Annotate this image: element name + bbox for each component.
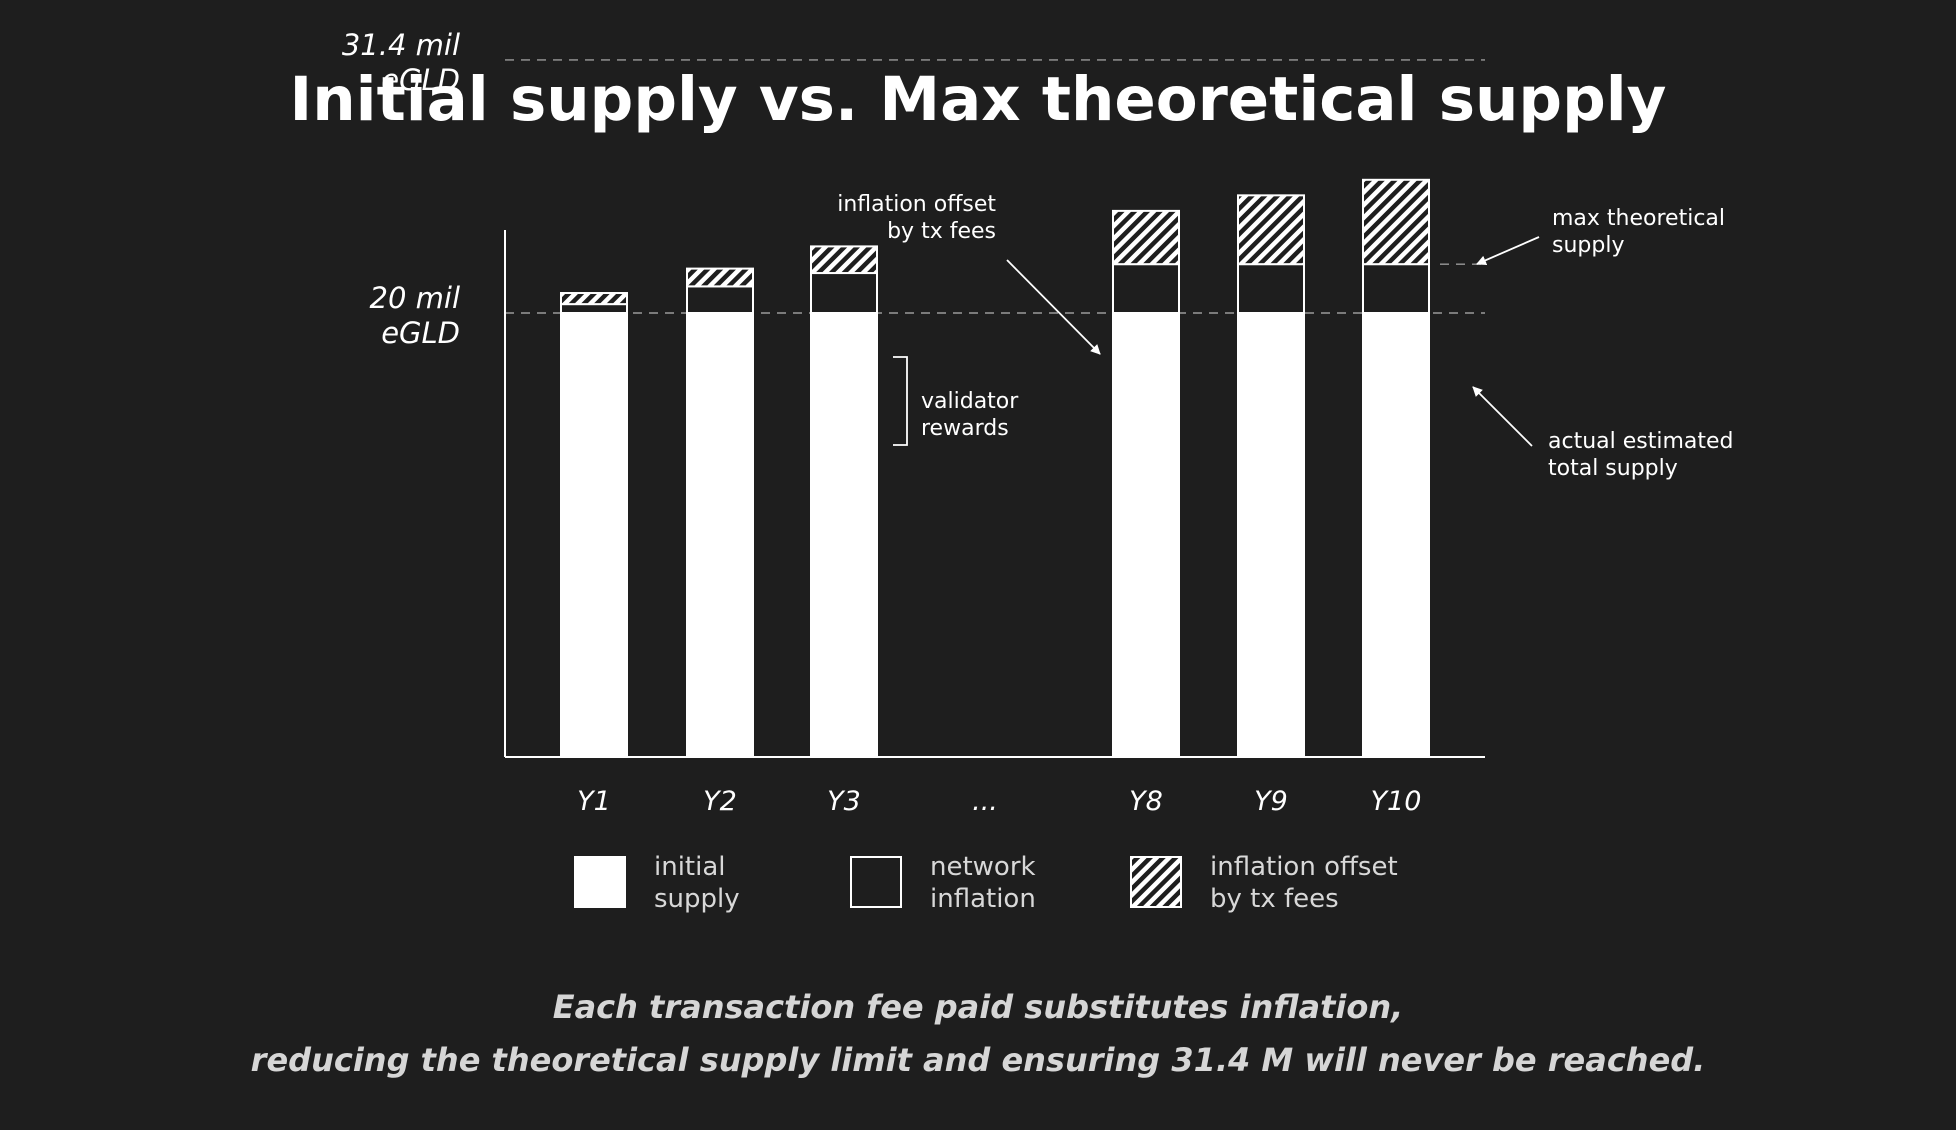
bar-inflation-offset bbox=[560, 292, 628, 306]
y-tick-label-line: 20 mil bbox=[370, 281, 460, 315]
bar-initial-supply bbox=[560, 312, 628, 758]
bar-initial-supply bbox=[1112, 312, 1180, 758]
y-tick-label-line: eGLD bbox=[381, 316, 460, 350]
bar-network-inflation bbox=[1112, 263, 1180, 315]
legend-label-line: initial bbox=[654, 852, 726, 882]
legend-label-line: by tx fees bbox=[1210, 884, 1339, 914]
annotation-actual-supply-line: actual estimated bbox=[1548, 429, 1734, 454]
bar-network-inflation bbox=[810, 272, 878, 315]
bar-inflation-offset bbox=[686, 267, 754, 288]
annotation-offset-line: inflation offset bbox=[837, 192, 996, 217]
bar-inflation-offset bbox=[1237, 194, 1305, 266]
annotation-offset: inflation offset by tx fees bbox=[837, 192, 996, 244]
annotation-arrow bbox=[1472, 386, 1533, 447]
bars bbox=[560, 178, 1430, 758]
annotations: inflation offset by tx fees validator rewar… bbox=[837, 192, 1733, 481]
x-tick-label: Y2 bbox=[703, 786, 737, 817]
validator-bracket bbox=[893, 356, 908, 446]
y-tick-label-line: 31.4 mil bbox=[342, 28, 460, 62]
annotation-max-supply: max theoretical supply bbox=[1552, 206, 1725, 258]
legend-label: network inflation bbox=[930, 852, 1036, 914]
bar-initial-supply bbox=[1237, 312, 1305, 758]
bar-inflation-offset bbox=[1112, 209, 1180, 266]
bar-inflation-offset bbox=[810, 245, 878, 275]
legend-swatch-hatch bbox=[1130, 856, 1182, 908]
annotation-max-supply-line: supply bbox=[1552, 233, 1624, 258]
legend-label-line: inflation offset bbox=[1210, 852, 1398, 882]
legend-label-line: inflation bbox=[930, 884, 1036, 914]
x-tick-label: ... bbox=[972, 786, 998, 817]
bar-inflation-offset bbox=[1362, 178, 1430, 266]
bar-initial-supply bbox=[686, 312, 754, 758]
annotation-actual-supply: actual estimated total supply bbox=[1548, 429, 1734, 481]
legend-label-line: supply bbox=[654, 884, 740, 914]
y-tick-label-line: eGLD bbox=[381, 63, 460, 97]
annotation-offset-line: by tx fees bbox=[887, 219, 996, 244]
bar-network-inflation bbox=[686, 285, 754, 314]
legend-swatch-solid bbox=[574, 856, 626, 908]
annotation-max-supply-line: max theoretical bbox=[1552, 206, 1725, 231]
bar-initial-supply bbox=[810, 312, 878, 758]
annotation-arrow bbox=[1006, 259, 1101, 355]
footer-note: Each transaction fee paid substitutes in… bbox=[251, 988, 1706, 1079]
x-tick-label: Y3 bbox=[827, 786, 861, 817]
footer-line: Each transaction fee paid substitutes in… bbox=[553, 988, 1404, 1026]
x-tick-label: Y10 bbox=[1371, 786, 1422, 817]
annotation-actual-supply-line: total supply bbox=[1548, 456, 1678, 481]
annotation-validator-line: rewards bbox=[921, 416, 1009, 441]
bar-network-inflation bbox=[1237, 263, 1305, 315]
bar-network-inflation bbox=[560, 303, 628, 314]
x-tick-labels: Y1 Y2 Y3... Y8 Y9 Y10 bbox=[577, 786, 1421, 817]
chart-title: Initial supply vs. Max theoretical suppl… bbox=[290, 64, 1667, 135]
x-tick-label: Y1 bbox=[577, 786, 611, 817]
bar-network-inflation bbox=[1362, 263, 1430, 315]
x-tick-label: Y8 bbox=[1129, 786, 1163, 817]
annotation-validator-line: validator bbox=[921, 389, 1019, 414]
y-tick-label: 20 mil eGLD bbox=[370, 281, 460, 350]
legend: initial supply network inflation inflation o… bbox=[574, 852, 1398, 914]
y-tick-label: 31.4 mil eGLD bbox=[342, 28, 460, 97]
bar-initial-supply bbox=[1362, 312, 1430, 758]
legend-swatch-outline bbox=[850, 856, 902, 908]
legend-label: inflation offset by tx fees bbox=[1210, 852, 1398, 914]
legend-label-line: network bbox=[930, 852, 1036, 882]
annotation-arrow bbox=[1476, 236, 1540, 265]
footer-line: reducing the theoretical supply limit an… bbox=[251, 1041, 1706, 1079]
x-tick-label: Y9 bbox=[1254, 786, 1288, 817]
axes bbox=[504, 230, 1485, 758]
legend-label: initial supply bbox=[654, 852, 740, 914]
annotation-validator: validator rewards bbox=[921, 389, 1019, 441]
